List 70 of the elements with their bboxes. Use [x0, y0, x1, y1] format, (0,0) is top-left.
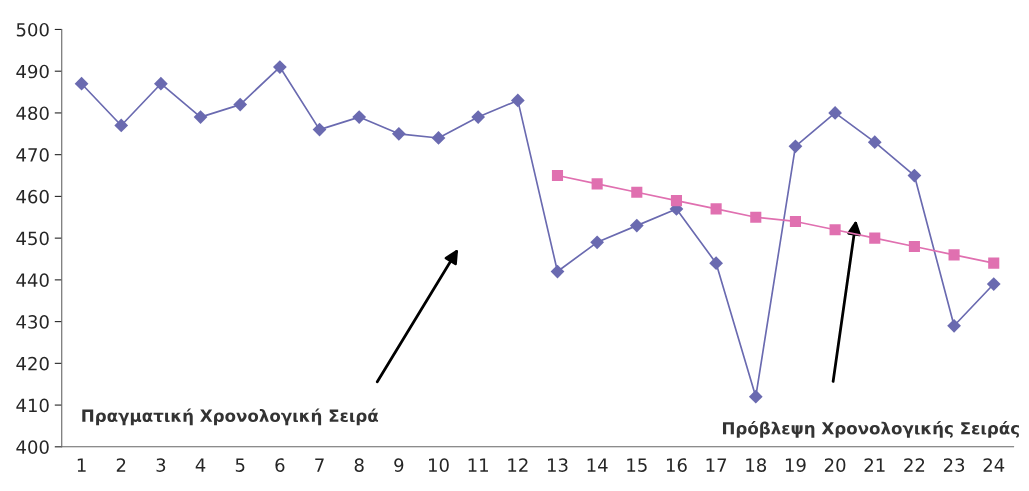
x-tick-label: 6 — [275, 458, 285, 472]
point — [312, 122, 327, 137]
point — [869, 232, 881, 244]
y-tick-label: 430 — [16, 315, 49, 329]
x-tick-label: 17 — [706, 458, 727, 472]
x-tick-label: 1 — [77, 458, 86, 472]
point — [193, 110, 208, 124]
x-tick-label: 16 — [666, 458, 687, 472]
point — [988, 257, 1000, 269]
annotation: Πρόβλεψη Χρονολογικής Σειράς — [722, 420, 1020, 438]
point — [867, 135, 882, 150]
x-tick-label: 18 — [746, 458, 767, 472]
x-tick-label: 22 — [904, 458, 925, 472]
y-tick-label: 400 — [16, 440, 49, 454]
x-tick-label: 7 — [315, 458, 324, 472]
point — [829, 224, 841, 236]
y-tick-label: 500 — [16, 22, 49, 37]
point — [154, 76, 168, 91]
y-tick-label: 480 — [16, 106, 49, 121]
x-tick-label: 11 — [468, 458, 488, 472]
point — [670, 195, 683, 207]
point — [431, 131, 446, 145]
x-tick-label: 5 — [235, 458, 245, 472]
point — [629, 218, 644, 233]
x-tick-label: 24 — [983, 458, 1005, 472]
y-tick-label: 470 — [16, 148, 49, 162]
point — [631, 186, 643, 198]
point — [788, 139, 803, 154]
y-tick-label: 490 — [16, 64, 49, 79]
x-tick-label: 3 — [156, 458, 166, 472]
point — [391, 126, 406, 141]
point — [352, 110, 367, 124]
x-tick-label: 14 — [587, 458, 608, 472]
point — [748, 389, 763, 404]
y-tick-label: 460 — [16, 189, 49, 204]
x-tick-label: 20 — [824, 458, 846, 472]
point — [947, 318, 961, 333]
x-tick-label: 4 — [195, 458, 206, 472]
point — [948, 249, 960, 261]
x-tick-label: 21 — [864, 458, 885, 472]
point — [272, 60, 287, 74]
point — [986, 277, 1001, 291]
x-tick-label: 23 — [943, 458, 965, 472]
point — [510, 93, 525, 108]
x-tick-label: 2 — [116, 458, 126, 472]
point — [709, 256, 723, 271]
x-tick-label: 10 — [429, 458, 449, 472]
point — [74, 76, 89, 91]
point — [710, 203, 722, 215]
point — [551, 169, 564, 182]
point — [828, 106, 842, 120]
point — [789, 215, 801, 227]
y-tick-label: 440 — [16, 273, 49, 287]
point — [750, 211, 762, 223]
point — [114, 118, 129, 133]
y-tick-label: 420 — [16, 356, 49, 371]
point — [908, 240, 920, 253]
x-tick-label: 15 — [627, 458, 647, 472]
x-tick-label: 12 — [508, 458, 528, 472]
y-tick-label: 410 — [16, 398, 49, 413]
x-tick-label: 13 — [547, 458, 568, 472]
y-tick-label: 450 — [16, 231, 49, 246]
point — [590, 235, 605, 250]
annotation: Πραγματική Χρονολογική Σειρά — [82, 408, 379, 426]
point — [591, 178, 603, 190]
point — [233, 97, 248, 112]
x-tick-label: 9 — [394, 458, 404, 472]
x-tick-label: 8 — [354, 458, 364, 472]
x-tick-label: 19 — [785, 458, 806, 472]
point — [471, 110, 486, 124]
